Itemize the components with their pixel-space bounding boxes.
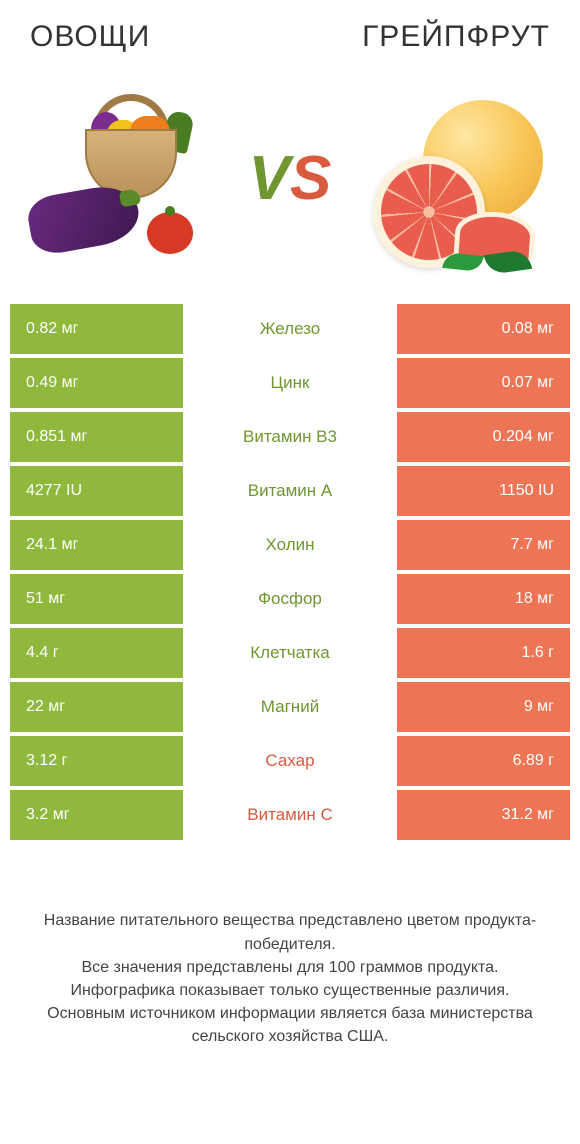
vegetables-icon xyxy=(30,84,220,274)
table-row: 4277 IUВитамин A1150 IU xyxy=(10,466,570,516)
footer-line: Все значения представлены для 100 граммо… xyxy=(81,956,498,979)
vs-s: S xyxy=(290,148,331,210)
nutrient-name: Железо xyxy=(183,304,397,354)
nutrient-name: Магний xyxy=(183,682,397,732)
right-value: 0.204 мг xyxy=(397,412,570,462)
left-value: 0.851 мг xyxy=(10,412,183,462)
nutrient-name: Холин xyxy=(183,520,397,570)
nutrient-name: Витамин A xyxy=(183,466,397,516)
right-value: 1150 IU xyxy=(397,466,570,516)
table-row: 3.2 мгВитамин C31.2 мг xyxy=(10,790,570,840)
left-value: 3.12 г xyxy=(10,736,183,786)
left-value: 4277 IU xyxy=(10,466,183,516)
nutrient-name: Витамин B3 xyxy=(183,412,397,462)
vs-label: VS xyxy=(249,148,332,210)
right-value: 1.6 г xyxy=(397,628,570,678)
left-value: 0.82 мг xyxy=(10,304,183,354)
right-value: 18 мг xyxy=(397,574,570,624)
left-value: 3.2 мг xyxy=(10,790,183,840)
table-row: 4.4 гКлетчатка1.6 г xyxy=(10,628,570,678)
right-value: 9 мг xyxy=(397,682,570,732)
right-value: 31.2 мг xyxy=(397,790,570,840)
footer-line: Название питательного вещества представл… xyxy=(24,909,556,955)
table-row: 0.49 мгЦинк0.07 мг xyxy=(10,358,570,408)
table-row: 51 мгФосфор18 мг xyxy=(10,574,570,624)
footer-line: Инфографика показывает только существенн… xyxy=(71,979,510,1002)
titles-row: ОВОЩИ ГРЕЙПФРУТ xyxy=(0,0,580,64)
table-row: 0.82 мгЖелезо0.08 мг xyxy=(10,304,570,354)
left-value: 24.1 мг xyxy=(10,520,183,570)
footer-line: Основным источником информации является … xyxy=(24,1002,556,1048)
footer-notes: Название питательного вещества представл… xyxy=(0,844,580,1144)
table-row: 3.12 гСахар6.89 г xyxy=(10,736,570,786)
right-value: 6.89 г xyxy=(397,736,570,786)
right-value: 7.7 мг xyxy=(397,520,570,570)
nutrient-name: Клетчатка xyxy=(183,628,397,678)
infographic: ОВОЩИ ГРЕЙПФРУТ VS xyxy=(0,0,580,1144)
comparison-table: 0.82 мгЖелезо0.08 мг0.49 мгЦинк0.07 мг0.… xyxy=(0,304,580,844)
table-row: 0.851 мгВитамин B30.204 мг xyxy=(10,412,570,462)
table-row: 22 мгМагний9 мг xyxy=(10,682,570,732)
vs-v: V xyxy=(249,148,290,210)
nutrient-name: Цинк xyxy=(183,358,397,408)
title-right: ГРЕЙПФРУТ xyxy=(362,20,550,54)
left-value: 22 мг xyxy=(10,682,183,732)
left-value: 4.4 г xyxy=(10,628,183,678)
title-left: ОВОЩИ xyxy=(30,20,150,54)
left-value: 51 мг xyxy=(10,574,183,624)
right-value: 0.07 мг xyxy=(397,358,570,408)
right-value: 0.08 мг xyxy=(397,304,570,354)
nutrient-name: Витамин C xyxy=(183,790,397,840)
nutrient-name: Сахар xyxy=(183,736,397,786)
nutrient-name: Фосфор xyxy=(183,574,397,624)
left-value: 0.49 мг xyxy=(10,358,183,408)
table-row: 24.1 мгХолин7.7 мг xyxy=(10,520,570,570)
grapefruit-icon xyxy=(360,84,550,274)
hero-row: VS xyxy=(0,64,580,304)
